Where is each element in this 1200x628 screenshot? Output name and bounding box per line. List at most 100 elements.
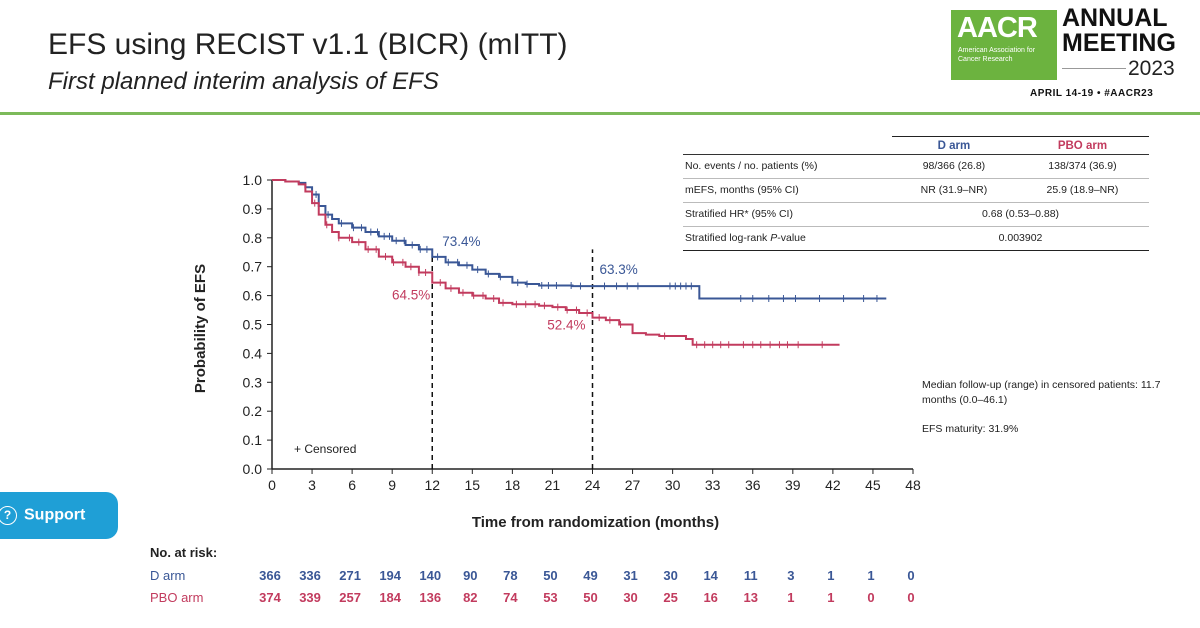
at-risk-title: No. at risk: [150,545,217,560]
chart-legend: + Censored [294,442,356,456]
y-tick-label: 0.0 [243,461,263,477]
stats-row-label: No. events / no. patients (%) [683,154,892,179]
y-tick-label: 0.5 [243,317,263,333]
stats-header-d-arm: D arm [892,136,1016,155]
at-risk-value: 374 [259,590,281,605]
at-risk-value: 74 [503,590,518,605]
at-risk-value: 16 [703,590,717,605]
at-risk-value: 0 [907,590,914,605]
at-risk-value: 0 [907,568,914,583]
y-tick-label: 0.3 [243,374,263,390]
at-risk-value: 271 [339,568,361,583]
y-tick-label: 0.6 [243,288,263,304]
at-risk-table: No. at risk:D arm 366 336 271 194 140 90 78 50 49… [150,545,915,605]
meeting-word-annual: ANNUAL [1062,4,1168,32]
at-risk-value: 30 [663,568,677,583]
stats-row-hr: Stratified HR* (95% CI) 0.68 (0.53–0.88) [683,202,1149,227]
at-risk-value: 30 [623,590,637,605]
slide-subtitle: First planned interim analysis of EFS [48,68,439,95]
at-risk-value: 50 [543,568,557,583]
at-risk-value: 31 [623,568,637,583]
x-tick-label: 3 [308,477,316,493]
x-tick-label: 9 [388,477,396,493]
at-risk-value: 366 [259,568,281,583]
survival-label-24mo: 63.3% [600,262,638,277]
x-tick-label: 48 [905,477,921,493]
stats-header-row: D arm PBO arm [683,136,1149,155]
stats-cell-pvalue: 0.003902 [892,226,1149,251]
stats-cell-pbo: 25.9 (18.9–NR) [1015,178,1149,203]
stats-header-blank [683,136,892,155]
survival-label-24mo: 52.4% [547,318,585,333]
x-tick-label: 21 [545,477,561,493]
x-tick-label: 27 [625,477,641,493]
y-tick-label: 0.2 [243,403,263,419]
meeting-dates: APRIL 14-19 • #AACR23 [1030,88,1154,99]
stats-cell-hr: 0.68 (0.53–0.88) [892,202,1149,227]
at-risk-value: 136 [419,590,441,605]
aacr-org-line: American Association for Cancer Research [958,47,1036,63]
stats-row-events: No. events / no. patients (%) 98/366 (26… [683,154,1149,179]
survival-label-12mo: 64.5% [392,288,430,303]
x-tick-label: 36 [745,477,761,493]
stats-row-label: mEFS, months (95% CI) [683,178,892,203]
efs-stats-table: D arm PBO arm No. events / no. patients … [683,136,1149,251]
aacr-logo-text: AACR [957,12,1038,44]
x-tick-label: 42 [825,477,841,493]
at-risk-value: 257 [339,590,361,605]
at-risk-value: 194 [379,568,401,583]
km-curve-pbo-arm [272,179,840,346]
at-risk-value: 1 [787,590,794,605]
stats-row-label: Stratified log-rank P-value [683,226,892,251]
at-risk-value: 339 [299,590,321,605]
x-tick-label: 45 [865,477,881,493]
aacr-logo: AACR American Association for Cancer Res… [951,10,1057,80]
x-tick-label: 30 [665,477,681,493]
stats-row-label: Stratified HR* (95% CI) [683,202,892,227]
at-risk-value: 25 [663,590,677,605]
censored-legend: + Censored [294,442,356,456]
header-divider [0,112,1200,115]
meeting-rule [1062,68,1126,69]
stats-row-mefs: mEFS, months (95% CI) NR (31.9–NR) 25.9 … [683,178,1149,203]
at-risk-value: 336 [299,568,321,583]
at-risk-value: 1 [827,568,834,583]
at-risk-value: 50 [583,590,597,605]
stats-header-pbo-arm: PBO arm [1015,136,1149,155]
at-risk-row-label: PBO arm [150,590,203,605]
y-tick-label: 0.1 [243,432,263,448]
at-risk-value: 14 [703,568,718,583]
at-risk-value: 78 [503,568,517,583]
x-axis-label: Time from randomization (months) [472,514,719,531]
x-tick-label: 33 [705,477,721,493]
at-risk-value: 11 [744,568,758,583]
stats-cell-d: 98/366 (26.8) [892,154,1016,179]
chart-axes: 0 3 6 9 12 15 18 21 24 27 30 33 36 39 42 45 480.00.10.20… [192,172,921,531]
x-tick-label: 39 [785,477,801,493]
x-tick-label: 6 [348,477,356,493]
chart-series [272,179,887,349]
support-button[interactable]: ? Support [0,492,118,539]
at-risk-value: 13 [744,590,758,605]
y-tick-label: 0.4 [243,345,263,361]
at-risk-value: 82 [463,590,477,605]
at-risk-value: 1 [867,568,874,583]
y-axis-label: Probability of EFS [192,264,209,393]
stats-cell-pbo: 138/374 (36.9) [1015,154,1149,179]
y-tick-label: 1.0 [243,172,263,188]
at-risk-value: 1 [827,590,834,605]
maturity-note: EFS maturity: 31.9% [922,423,1019,435]
stats-cell-d: NR (31.9–NR) [892,178,1016,203]
chart-annotations: 73.4% 64.5% 63.3% 52.4% [392,234,638,333]
x-tick-label: 24 [585,477,601,493]
at-risk-value: 49 [583,568,597,583]
at-risk-value: 140 [419,568,441,583]
meeting-word-meeting: MEETING [1062,29,1176,57]
at-risk-value: 0 [867,590,874,605]
x-tick-label: 0 [268,477,276,493]
annual-meeting-label: ANNUAL MEETING [1062,6,1176,56]
at-risk-value: 53 [543,590,557,605]
p-label-post: -value [777,232,806,244]
survival-label-12mo: 73.4% [442,234,480,249]
y-tick-label: 0.7 [243,259,263,275]
